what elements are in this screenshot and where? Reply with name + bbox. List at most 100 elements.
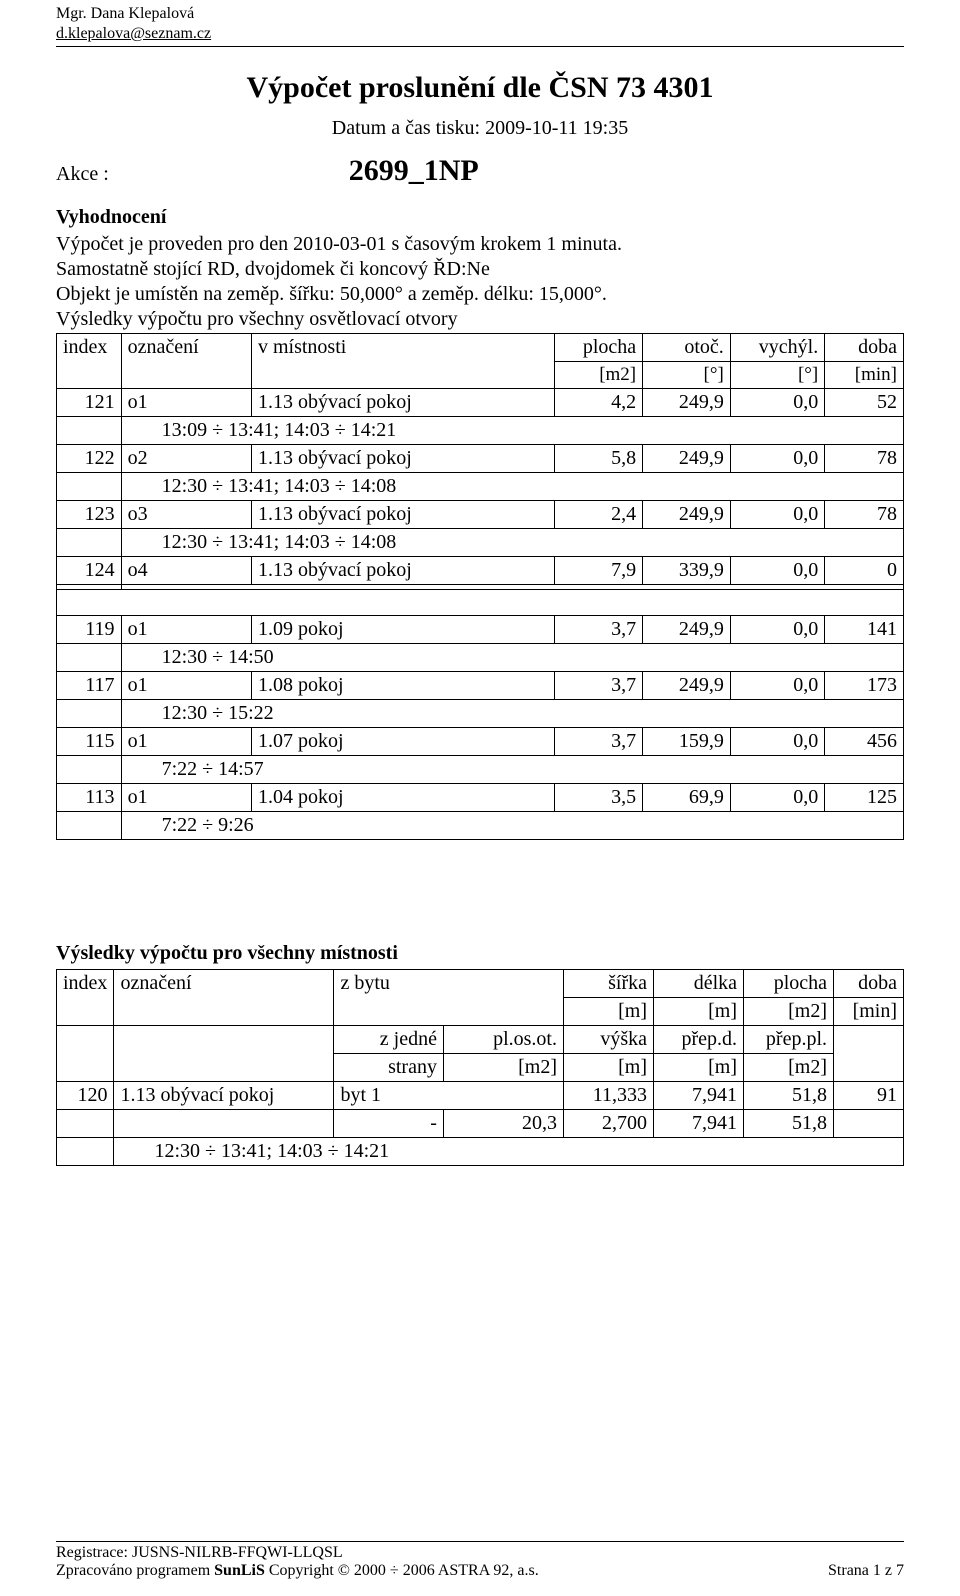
time-cell: 12:30 ÷ 13:41; 14:03 ÷ 14:08 <box>121 529 903 557</box>
unit-otoc: [°] <box>643 362 731 389</box>
time-cell: 12:30 ÷ 15:22 <box>121 700 903 728</box>
cell: 3,5 <box>555 784 643 812</box>
room-zbytu: byt 1 <box>334 1082 564 1110</box>
cell: 173 <box>825 672 904 700</box>
col-otoc: otoč. <box>643 334 731 362</box>
cell: 249,9 <box>643 501 731 529</box>
table-row: 122o21.13 obývací pokoj5,8249,90,078 <box>57 445 904 473</box>
runit-preppl: [m2] <box>744 1054 834 1082</box>
cell: 122 <box>57 445 122 473</box>
room-doba: 91 <box>834 1082 904 1110</box>
eval-line-3: Objekt je umístěn na zeměp. šířku: 50,00… <box>56 283 904 306</box>
rooms-header-row-1: index označení z bytu šířka délka plocha… <box>57 970 904 998</box>
author-name: Mgr. Dana Klepalová <box>56 4 904 24</box>
runit-delka: [m] <box>654 998 744 1026</box>
cell: 1.13 obývací pokoj <box>251 445 555 473</box>
runit-plocha: [m2] <box>744 998 834 1026</box>
col-index: index <box>57 334 122 389</box>
eval-line-1: Výpočet je proveden pro den 2010-03-01 s… <box>56 233 904 256</box>
rcol-preppl: přep.pl. <box>744 1026 834 1054</box>
time-row: 7:22 ÷ 9:26 <box>57 812 904 840</box>
unit-plocha: [m2] <box>555 362 643 389</box>
footer-prog-suffix: Copyright © 2000 ÷ 2006 ASTRA 92, a.s. <box>265 1562 539 1579</box>
col-mistnost: v místnosti <box>251 334 555 389</box>
room-time-row: 12:30 ÷ 13:41; 14:03 ÷ 14:21 <box>57 1138 904 1166</box>
cell: 339,9 <box>643 557 731 585</box>
time-cell: 7:22 ÷ 14:57 <box>121 756 903 784</box>
col-oznaceni: označení <box>121 334 251 389</box>
time-row: 7:22 ÷ 14:57 <box>57 756 904 784</box>
time-row: 13:09 ÷ 13:41; 14:03 ÷ 14:21 <box>57 417 904 445</box>
doc-header: Mgr. Dana Klepalová d.klepalova@seznam.c… <box>56 4 904 44</box>
table-row: 121o11.13 obývací pokoj4,2249,90,052 <box>57 389 904 417</box>
cell: o1 <box>121 389 251 417</box>
runit-zjedne: strany <box>334 1054 444 1082</box>
page-footer: Registrace: JUSNS-NILRB-FFQWI-LLQSL Zpra… <box>56 1539 904 1580</box>
rcol-index: index <box>57 970 114 1026</box>
runit-vyska: [m] <box>564 1054 654 1082</box>
cell: o3 <box>121 501 251 529</box>
room-vyska: 2,700 <box>564 1110 654 1138</box>
cell: 0,0 <box>730 557 824 585</box>
col-doba: doba <box>825 334 904 362</box>
room-plocha: 51,8 <box>744 1082 834 1110</box>
cell: 0 <box>825 557 904 585</box>
cell: 2,4 <box>555 501 643 529</box>
room-idx: 120 <box>57 1082 114 1110</box>
header-rule <box>56 46 904 47</box>
rcol-zjedne: z jedné <box>334 1026 444 1054</box>
cell: 3,7 <box>555 616 643 644</box>
table-row: 117o11.08 pokoj3,7249,90,0173 <box>57 672 904 700</box>
room-zjedne: - <box>334 1110 444 1138</box>
room-row: 120 1.13 obývací pokoj byt 1 11,333 7,94… <box>57 1082 904 1110</box>
time-cell: 12:30 ÷ 13:41; 14:03 ÷ 14:08 <box>121 473 903 501</box>
print-date-line: Datum a čas tisku: 2009-10-11 19:35 <box>56 117 904 140</box>
cell: 0,0 <box>730 728 824 756</box>
table-row: 115o11.07 pokoj3,7159,90,0456 <box>57 728 904 756</box>
room-row-2: - 20,3 2,700 7,941 51,8 <box>57 1110 904 1138</box>
page: Mgr. Dana Klepalová d.klepalova@seznam.c… <box>0 0 960 1596</box>
table-row: 124o41.13 obývací pokoj7,9339,90,00 <box>57 557 904 585</box>
time-row: 12:30 ÷ 15:22 <box>57 700 904 728</box>
openings-heading: Výsledky výpočtu pro všechny osvětlovací… <box>56 308 904 331</box>
akce-value: 2699_1NP <box>349 154 479 188</box>
table-header-row: index označení v místnosti plocha otoč. … <box>57 334 904 362</box>
cell: 124 <box>57 557 122 585</box>
cell: 0,0 <box>730 445 824 473</box>
cell: 1.13 obývací pokoj <box>251 557 555 585</box>
cell: 113 <box>57 784 122 812</box>
cell: 1.13 obývací pokoj <box>251 501 555 529</box>
footer-prog-name: SunLiS <box>214 1562 265 1579</box>
footer-program: Zpracováno programem SunLiS Copyright © … <box>56 1562 539 1580</box>
cell: 3,7 <box>555 672 643 700</box>
rcol-oznaceni: označení <box>114 970 334 1026</box>
cell: 456 <box>825 728 904 756</box>
cell: o1 <box>121 672 251 700</box>
unit-doba: [min] <box>825 362 904 389</box>
time-cell: 12:30 ÷ 14:50 <box>121 644 903 672</box>
rcol-plocha: plocha <box>744 970 834 998</box>
akce-label: Akce : <box>56 163 109 186</box>
room-prepd: 7,941 <box>654 1110 744 1138</box>
cell: 3,7 <box>555 728 643 756</box>
rcol-plosot: pl.os.ot. <box>443 1026 563 1054</box>
runit-doba: [min] <box>834 998 904 1026</box>
rcol-vyska: výška <box>564 1026 654 1054</box>
time-row: 12:30 ÷ 14:50 <box>57 644 904 672</box>
footer-rule <box>56 1541 904 1542</box>
room-plosot: 20,3 <box>443 1110 563 1138</box>
runit-prepd: [m] <box>654 1054 744 1082</box>
cell: 123 <box>57 501 122 529</box>
cell: 0,0 <box>730 501 824 529</box>
rooms-header-row-2: z jedné pl.os.ot. výška přep.d. přep.pl. <box>57 1026 904 1054</box>
room-ozn: 1.13 obývací pokoj <box>114 1082 334 1110</box>
time-cell: 13:09 ÷ 13:41; 14:03 ÷ 14:21 <box>121 417 903 445</box>
cell: 1.07 pokoj <box>251 728 555 756</box>
room-preppl: 51,8 <box>744 1110 834 1138</box>
rooms-table: index označení z bytu šířka délka plocha… <box>56 969 904 1166</box>
cell: 115 <box>57 728 122 756</box>
cell: 0,0 <box>730 784 824 812</box>
akce-row: Akce : 2699_1NP <box>56 154 904 188</box>
rcol-delka: délka <box>654 970 744 998</box>
cell: 1.09 pokoj <box>251 616 555 644</box>
